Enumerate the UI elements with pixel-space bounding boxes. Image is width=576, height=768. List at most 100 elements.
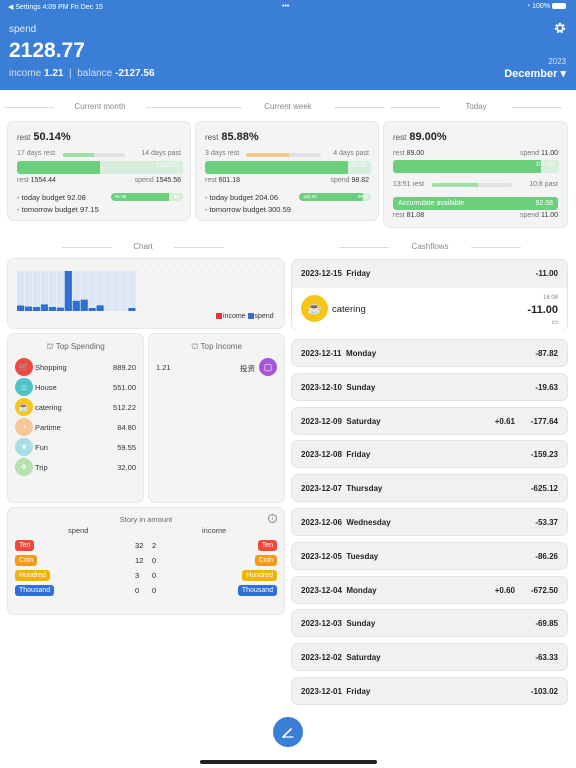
cashflow-total: -86.26 — [535, 551, 558, 561]
cashflow-total: -69.85 — [535, 619, 558, 629]
chart-day-background — [120, 271, 128, 311]
chart-day-background — [96, 271, 104, 311]
chart-bar-spend[interactable] — [48, 306, 56, 311]
chart-bar-spend[interactable] — [56, 307, 64, 311]
cashflow-date: 2023-12-07 Thursday — [301, 484, 383, 494]
cashflow-day-row[interactable]: 2023-12-01 Friday -103.02 — [291, 677, 568, 705]
cashflow-day-row[interactable]: 2023-12-11 Monday -87.82 — [291, 339, 568, 367]
cashflow-day-row[interactable]: 2023-12-04 Monday +0.60 -672.50 — [291, 575, 568, 604]
month-tomorrow-budget: - tomorrow budget 97.15 — [17, 205, 99, 214]
rank-value: 889.20 — [113, 363, 136, 372]
spend-rank-row[interactable]: ✈ Trip 32.00 — [15, 458, 136, 476]
week-budget-bar: 700.00 — [205, 161, 371, 174]
cashflow-date: 2023-12-02 Saturday — [301, 653, 381, 663]
info-icon[interactable]: i — [268, 514, 277, 523]
story-tag-income: Hundred — [242, 570, 277, 581]
story-tag-spend: Hundred — [15, 570, 50, 581]
partime-icon: ◔ — [15, 418, 33, 436]
cashflow-total: -177.64 — [530, 416, 558, 426]
cashflow-date: 2023-12-03 Sunday — [301, 619, 376, 629]
entry-amount: -11.00 — [527, 304, 558, 316]
battery-percent: 100% — [532, 3, 551, 10]
balance-label: balance — [77, 68, 113, 79]
home-indicator — [200, 760, 377, 764]
card-icon: ▭ — [551, 319, 558, 326]
top-spending-title: ⛫ Top Spending — [46, 342, 105, 351]
story-tag-spend: Coin — [15, 555, 38, 566]
month-card[interactable]: rest 50.14% 17 days rest 14 days past 210… — [7, 121, 191, 221]
story-income-count: 2 — [152, 541, 157, 550]
top-income-card[interactable]: ⛫ Top Income 1.21 投资 ▢ — [148, 333, 285, 503]
month-budget-fill — [17, 161, 100, 174]
cashflow-day-expanded[interactable]: 2023-12-15 Friday -11.00 ☕ catering 16:0… — [291, 259, 568, 331]
story-tag-income: Thousand — [237, 585, 277, 596]
chart-bar-spend[interactable] — [17, 305, 25, 311]
accumulate-value: 92.08 — [535, 200, 553, 207]
top-spending-card[interactable]: ⛫ Top Spending 🛒 Shopping 889.20 ⌂ House … — [7, 333, 144, 503]
rank-name: Fun — [35, 443, 48, 452]
trip-icon: ✈ — [15, 458, 33, 476]
gear-icon[interactable] — [553, 21, 567, 35]
cashflow-day-row[interactable]: 2023-12-08 Friday -159.23 — [291, 440, 568, 469]
week-card[interactable]: rest 85.88% 3 days rest 4 days past 700.0… — [195, 121, 379, 221]
spend-rank-row[interactable]: ⌂ House 551.00 — [15, 378, 136, 396]
story-spend-count: 3 — [135, 571, 140, 580]
cashflow-day-row[interactable]: 2023-12-10 Sunday -19.63 — [291, 372, 568, 401]
add-record-button[interactable] — [273, 717, 303, 747]
today-time-rest: 13:51 rest — [393, 181, 425, 188]
week-mini-bar: 180.06 89% — [299, 193, 371, 201]
today-budget-text: 100.00 — [535, 162, 554, 168]
chart-bar-spend[interactable] — [24, 306, 33, 311]
trophy-icon: ⛫ — [46, 342, 54, 351]
cashflow-day-row[interactable]: 2023-12-09 Saturday +0.61 -177.64 — [291, 406, 568, 435]
today-rest-pct: 89.00% — [409, 131, 447, 143]
wifi-icon: ◔ — [525, 3, 531, 10]
cashflow-total: -11.00 — [535, 269, 558, 278]
chart-day-background — [80, 271, 88, 311]
cashflow-date: 2023-12-01 Friday — [301, 687, 371, 696]
cashflow-entry[interactable]: ☕ catering 16:08 -11.00 ▭ — [292, 288, 567, 331]
rank-name: Shopping — [35, 363, 67, 372]
chart-bar-spend[interactable] — [128, 308, 136, 311]
rank-name: Partime — [35, 423, 61, 432]
month-picker[interactable]: December ▾ — [504, 68, 566, 80]
story-spend-count: 32 — [135, 541, 144, 550]
cashflow-day-row[interactable]: 2023-12-05 Tuesday -86.26 — [291, 541, 568, 570]
daily-chart — [17, 270, 276, 311]
story-card[interactable]: Story in amount i spend income Ten 32 2 … — [7, 507, 285, 615]
chart-day-background — [32, 271, 41, 311]
today-card[interactable]: rest 89.00% rest 89.00 spend 11.00 100.00… — [383, 121, 568, 228]
income-rank-row[interactable]: 1.21 投资 ▢ — [156, 358, 277, 376]
chart-card[interactable]: income spend — [7, 258, 285, 329]
cashflow-day-row[interactable]: 2023-12-06 Wednesday -53.37 — [291, 508, 568, 536]
status-left: ◀ Settings 4:09 PM Fri Dec 15 — [8, 4, 103, 11]
chart-legend: income spend — [216, 313, 274, 320]
chart-bar-spend[interactable] — [64, 271, 72, 311]
cashflow-day-row[interactable]: 2023-12-03 Sunday -69.85 — [291, 609, 568, 638]
rank-value: 84.80 — [117, 423, 136, 432]
cashflow-day-row[interactable]: 2023-12-07 Thursday -625.12 — [291, 474, 568, 503]
spend-rank-row[interactable]: ◔ Partime 84.80 — [15, 418, 136, 436]
entry-category: catering — [332, 304, 366, 315]
year-label: 2023 — [548, 57, 566, 66]
chart-bar-spend[interactable] — [40, 304, 49, 311]
chart-day-background — [17, 271, 25, 311]
spend-rank-row[interactable]: ✦ Fun 59.55 — [15, 438, 136, 456]
spend-rank-row[interactable]: 🛒 Shopping 889.20 — [15, 358, 136, 376]
spend-rank-row[interactable]: ☕ catering 512.22 — [15, 398, 136, 416]
today-budget-bar: 100.00 — [393, 160, 559, 173]
chart-bar-spend[interactable] — [32, 307, 41, 311]
chart-bar-spend[interactable] — [88, 308, 96, 311]
chart-day-background — [56, 271, 64, 311]
story-title: Story in amount — [119, 515, 173, 524]
cashflow-date: 2023-12-05 Tuesday — [301, 551, 379, 561]
cashflow-total: -159.23 — [530, 450, 558, 460]
cashflow-day-row[interactable]: 2023-12-02 Saturday -63.33 — [291, 643, 568, 672]
cashflow-total: -53.37 — [535, 518, 558, 527]
status-dots: ••• — [282, 3, 290, 10]
chart-bar-spend[interactable] — [72, 300, 80, 311]
chart-bar-spend[interactable] — [80, 299, 88, 311]
chart-bar-spend[interactable] — [96, 305, 104, 311]
story-income-label: income — [202, 526, 227, 535]
week-rest-amount: rest 601.18 — [205, 177, 241, 184]
